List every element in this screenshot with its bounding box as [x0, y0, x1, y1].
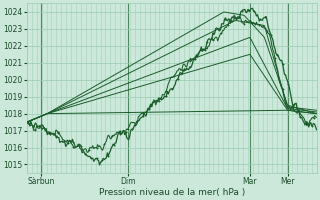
X-axis label: Pression niveau de la mer( hPa ): Pression niveau de la mer( hPa ) [99, 188, 245, 197]
